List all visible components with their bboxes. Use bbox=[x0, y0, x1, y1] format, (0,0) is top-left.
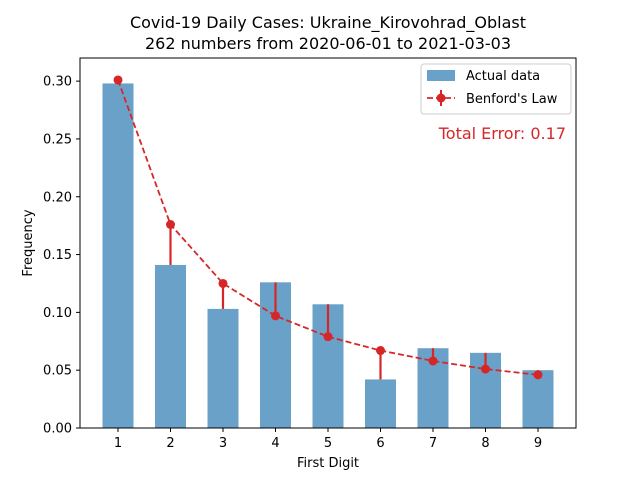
y-axis-label: Frequency bbox=[21, 209, 36, 276]
benford-point-digit-8 bbox=[481, 364, 490, 374]
benford-point-digit-6 bbox=[376, 346, 385, 356]
y-tick-label: 0.30 bbox=[43, 75, 72, 90]
chart-subtitle: 262 numbers from 2020-06-01 to 2021-03-0… bbox=[145, 34, 511, 53]
y-tick-label: 0.20 bbox=[43, 190, 72, 205]
y-tick-label: 0.25 bbox=[43, 132, 72, 147]
x-tick-label: 7 bbox=[429, 436, 437, 451]
legend-label-benford: Benford's Law bbox=[466, 92, 558, 107]
x-tick-label: 3 bbox=[219, 436, 227, 451]
bar-digit-6 bbox=[365, 379, 396, 428]
benford-point-digit-3 bbox=[218, 278, 228, 288]
error-lines-group bbox=[116, 79, 540, 380]
legend-point-swatch bbox=[436, 93, 446, 103]
legend-bar-swatch bbox=[427, 70, 455, 81]
benford-point-digit-7 bbox=[428, 356, 438, 366]
benford-point-digit-9 bbox=[533, 370, 543, 380]
x-axis-label: First Digit bbox=[297, 456, 359, 471]
x-tick-label: 1 bbox=[114, 436, 122, 451]
x-tick-label: 6 bbox=[376, 436, 384, 451]
bar-digit-9 bbox=[522, 370, 554, 428]
x-tick-label: 2 bbox=[166, 436, 174, 451]
bar-digit-1 bbox=[102, 83, 134, 428]
x-tick-label: 9 bbox=[534, 436, 542, 451]
y-tick-label: 0.10 bbox=[43, 306, 72, 321]
benford-points-group bbox=[113, 75, 543, 380]
total-error-annotation: Total Error: 0.17 bbox=[438, 124, 566, 143]
bar-digit-3 bbox=[207, 308, 239, 428]
x-axis-ticks: 1 2 3 4 5 6 7 8 9 bbox=[114, 428, 542, 451]
chart-title: Covid-19 Daily Cases: Ukraine_Kirovohrad… bbox=[130, 13, 526, 33]
y-tick-label: 0.00 bbox=[43, 422, 72, 437]
bar-digit-2 bbox=[155, 264, 186, 428]
legend-label-actual: Actual data bbox=[466, 69, 540, 84]
benford-point-digit-2 bbox=[166, 220, 175, 229]
x-tick-label: 4 bbox=[271, 436, 279, 451]
x-tick-label: 5 bbox=[324, 436, 332, 451]
y-tick-label: 0.05 bbox=[43, 364, 72, 379]
legend: Actual data Benford's Law bbox=[420, 63, 572, 115]
benford-point-digit-4 bbox=[271, 311, 280, 321]
y-tick-label: 0.15 bbox=[43, 248, 72, 263]
benford-line bbox=[117, 79, 539, 376]
benford-point-digit-5 bbox=[323, 332, 333, 342]
legend-frame bbox=[420, 63, 572, 115]
benford-point-digit-1 bbox=[113, 75, 123, 85]
y-axis-ticks: 0.00 0.05 0.10 0.15 0.20 0.25 0.30 bbox=[43, 75, 80, 437]
x-tick-label: 8 bbox=[481, 436, 489, 451]
